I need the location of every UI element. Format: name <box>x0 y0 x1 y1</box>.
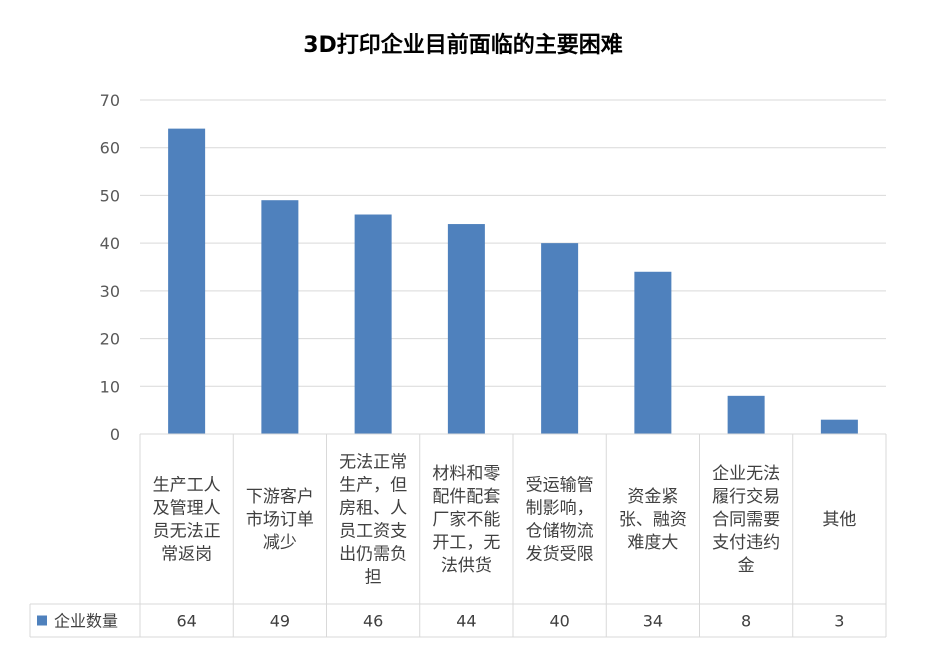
y-tick-label: 50 <box>100 186 120 205</box>
data-label: 49 <box>270 612 290 631</box>
y-axis-ticks: 0 10 20 30 40 50 60 70 <box>100 91 120 444</box>
chart-title: 3D打印企业目前面临的主要困难 <box>303 32 623 58</box>
x-tick-label: 资金紧张、融资难度大 <box>619 487 687 553</box>
bar <box>168 128 206 434</box>
y-tick-label: 30 <box>100 282 120 301</box>
x-tick-label: 材料和零配件配套厂家不能开工，无法供货 <box>432 464 500 576</box>
x-tick-label: 生产工人及管理人员无法正常返岗 <box>153 476 221 565</box>
x-tick-label: 企业无法履行交易合同需要支付违约金 <box>712 464 780 576</box>
bar <box>541 243 579 434</box>
data-label: 40 <box>549 612 569 631</box>
y-tick-label: 60 <box>100 139 120 158</box>
legend-swatch <box>37 615 47 626</box>
x-tick-label: 下游客户市场订单减少 <box>246 487 314 553</box>
x-tick-label: 无法正常生产，但房租、人员工资支出仍需负担 <box>339 453 407 588</box>
bar <box>727 395 765 434</box>
data-label: 3 <box>834 612 844 631</box>
y-tick-label: 70 <box>100 91 120 110</box>
bar <box>261 200 299 434</box>
y-tick-label: 10 <box>100 377 120 396</box>
bar <box>354 214 392 434</box>
bars <box>168 128 858 434</box>
x-tick-label: 受运输管制影响，仓储物流发货受限 <box>526 476 594 565</box>
data-label: 64 <box>176 612 196 631</box>
bar <box>820 419 858 434</box>
bar <box>447 224 485 434</box>
x-tick-label: 其他 <box>822 510 856 530</box>
data-label: 44 <box>456 612 476 631</box>
data-label: 34 <box>643 612 663 631</box>
bar <box>634 271 672 434</box>
y-tick-label: 0 <box>110 425 120 444</box>
data-label: 46 <box>363 612 383 631</box>
legend-label: 企业数量 <box>54 612 118 631</box>
y-tick-label: 40 <box>100 234 120 253</box>
gridlines <box>140 99 886 387</box>
y-tick-label: 20 <box>100 330 120 349</box>
data-table: 生产工人及管理人员无法正常返岗下游客户市场订单减少无法正常生产，但房租、人员工资… <box>29 433 887 638</box>
data-label: 8 <box>741 612 751 631</box>
